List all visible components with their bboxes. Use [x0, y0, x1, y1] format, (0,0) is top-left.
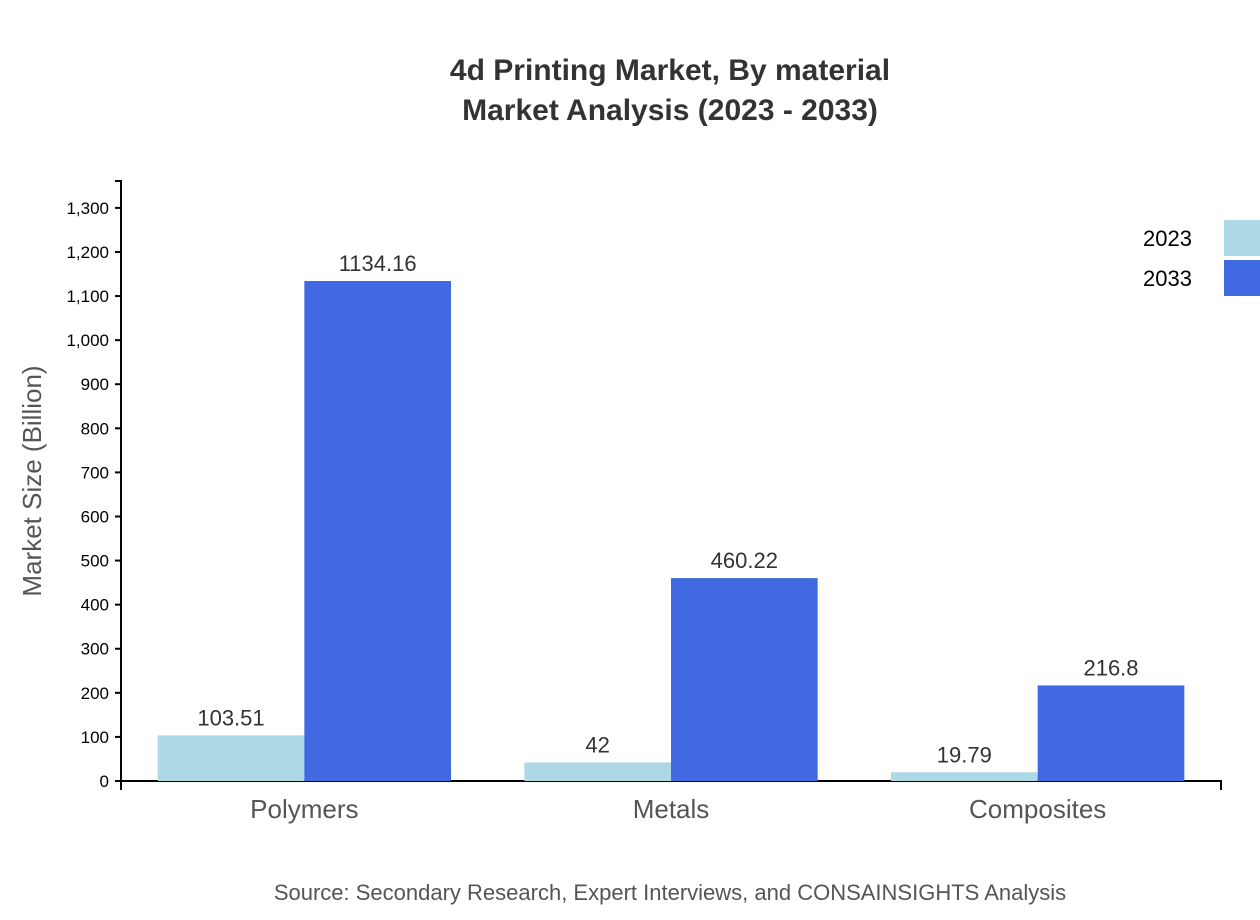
- bar-metals-2023: [524, 762, 671, 781]
- data-label: 42: [585, 732, 609, 757]
- x-axis-line: [120, 780, 1222, 790]
- y-tick-label: 100: [81, 728, 109, 747]
- x-tick-label: Polymers: [250, 794, 358, 824]
- y-tick-label: 700: [81, 463, 109, 482]
- legend-swatch-2023: [1224, 220, 1260, 256]
- bar-polymers-2033: [304, 281, 451, 781]
- bar-metals-2033: [671, 578, 818, 781]
- y-tick-label: 0: [100, 772, 109, 791]
- y-axis: 0 100 200 300 400 500 600 700 800 900 1,000 1,100 1,…: [66, 180, 122, 791]
- y-tick-label: 1,300: [66, 199, 109, 218]
- y-tick-label: 400: [81, 596, 109, 615]
- source-note: Source: Secondary Research, Expert Inter…: [274, 880, 1066, 905]
- legend-swatch-2033: [1224, 260, 1260, 296]
- bar-composites-2033: [1037, 685, 1185, 781]
- chart-title-line1: 4d Printing Market, By material: [450, 54, 890, 87]
- data-label: 19.79: [937, 742, 992, 767]
- data-label: 216.8: [1083, 655, 1138, 680]
- y-tick-label: 1,200: [66, 243, 109, 262]
- x-tick-label: Metals: [633, 794, 710, 824]
- legend-label-2023: 2023: [1143, 226, 1192, 251]
- bars: 103.51 1134.16 42 460.22 19.79 216.8: [157, 251, 1185, 781]
- y-tick-label: 200: [81, 684, 109, 703]
- x-tick-label: Composites: [969, 794, 1106, 824]
- y-tick-label: 300: [81, 640, 109, 659]
- chart-title-line2: Market Analysis (2023 - 2033): [462, 94, 878, 127]
- bar-composites-2023: [891, 772, 1038, 781]
- x-axis: Polymers Metals Composites: [120, 780, 1222, 824]
- data-label: 1134.16: [339, 251, 417, 276]
- y-axis-label: Market Size (Billion): [17, 365, 47, 596]
- data-label: 103.51: [197, 705, 264, 730]
- y-tick-label: 600: [81, 507, 109, 526]
- y-tick-label: 500: [81, 552, 109, 571]
- legend-label-2033: 2033: [1143, 266, 1192, 291]
- legend: 2023 2033: [1143, 220, 1260, 296]
- y-tick-label: 1,000: [66, 331, 109, 350]
- y-tick-label: 900: [81, 375, 109, 394]
- y-tick-label: 800: [81, 419, 109, 438]
- y-tick-label: 1,100: [66, 287, 109, 306]
- data-label: 460.22: [711, 548, 778, 573]
- bar-polymers-2023: [157, 735, 305, 781]
- y-axis-line: [115, 180, 122, 782]
